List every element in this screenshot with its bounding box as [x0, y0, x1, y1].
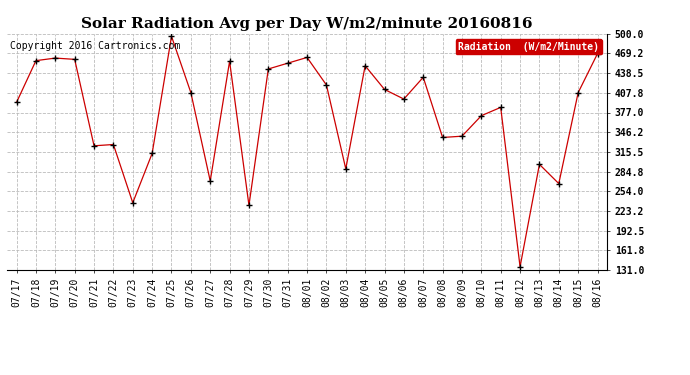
- Text: Copyright 2016 Cartronics.com: Copyright 2016 Cartronics.com: [10, 41, 180, 51]
- Legend: Radiation  (W/m2/Minute): Radiation (W/m2/Minute): [455, 39, 602, 54]
- Title: Solar Radiation Avg per Day W/m2/minute 20160816: Solar Radiation Avg per Day W/m2/minute …: [81, 17, 533, 31]
